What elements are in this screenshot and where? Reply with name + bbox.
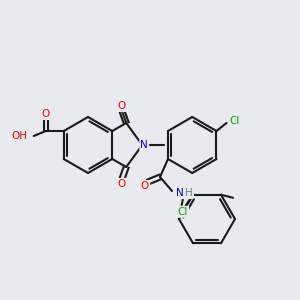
Text: OH: OH bbox=[12, 131, 28, 141]
Text: O: O bbox=[141, 181, 149, 191]
Text: O: O bbox=[117, 101, 125, 111]
Text: Cl: Cl bbox=[229, 116, 240, 126]
Text: O: O bbox=[117, 179, 125, 189]
Text: O: O bbox=[42, 109, 50, 119]
Text: N: N bbox=[140, 140, 148, 150]
Text: H: H bbox=[185, 188, 193, 198]
Text: Cl: Cl bbox=[178, 207, 188, 217]
Text: N: N bbox=[176, 188, 184, 198]
